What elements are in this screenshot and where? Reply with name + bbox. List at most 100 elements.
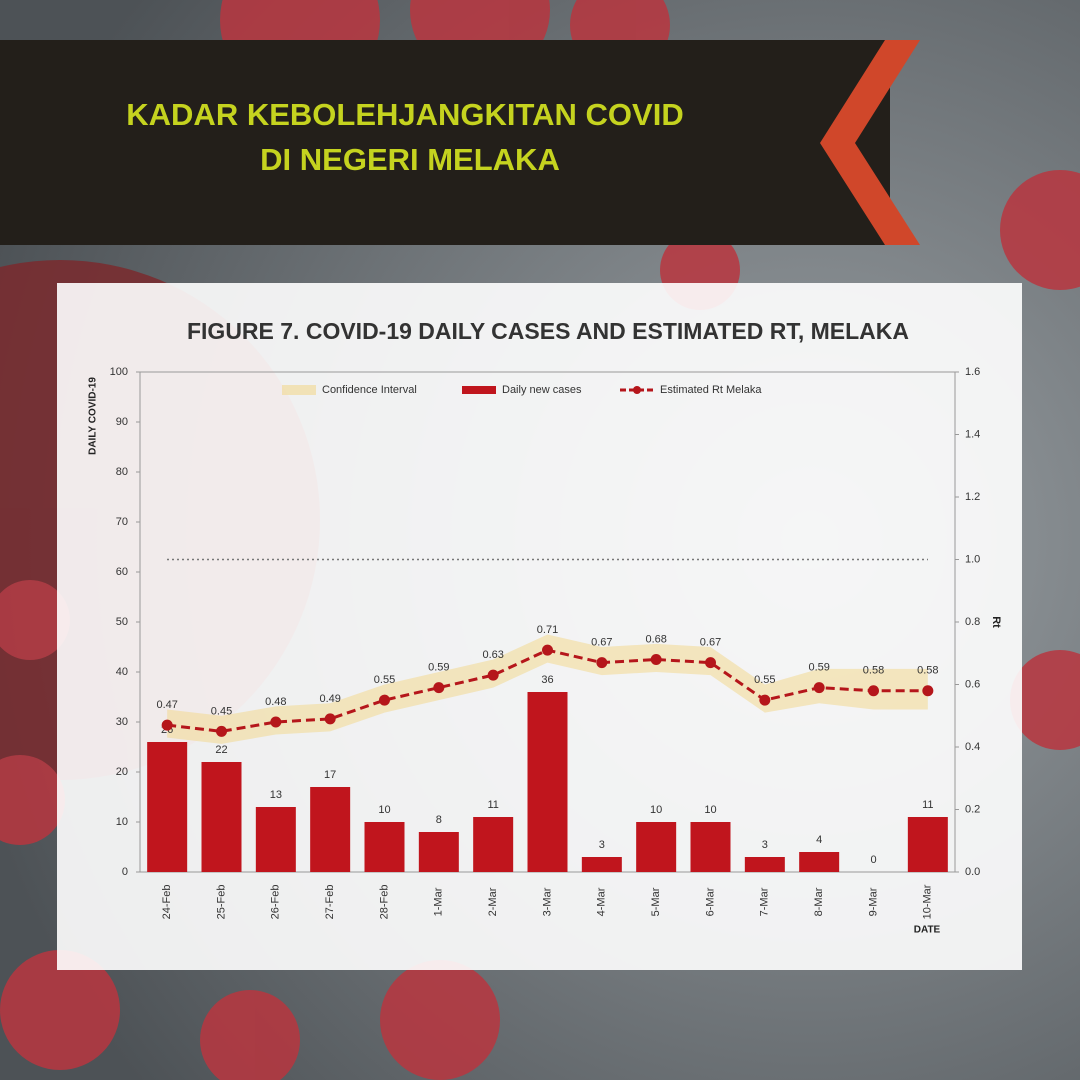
rt-marker — [270, 716, 282, 728]
rt-value-label: 0.71 — [537, 624, 558, 636]
legend-label: Confidence Interval — [322, 384, 417, 396]
rt-marker — [868, 685, 879, 697]
rt-value-label: 0.58 — [917, 665, 938, 677]
header-band — [0, 40, 890, 245]
y2-tick-label: 0.2 — [965, 803, 980, 815]
y-tick-label: 70 — [116, 516, 128, 528]
rt-value-label: 0.58 — [863, 665, 884, 677]
rt-marker — [487, 669, 499, 681]
x-tick-label: 26-Feb — [270, 885, 282, 920]
bar — [255, 807, 296, 872]
rt-value-label: 0.49 — [319, 693, 340, 705]
y-tick-label: 90 — [116, 416, 128, 428]
legend-swatch — [462, 386, 496, 394]
y2-tick-label: 1.4 — [965, 428, 980, 440]
bar-value-label: 10 — [650, 804, 662, 816]
y-tick-label: 60 — [116, 566, 128, 578]
bar-value-label: 36 — [541, 674, 553, 686]
rt-marker — [161, 719, 173, 731]
rt-value-label: 0.47 — [156, 699, 177, 711]
rt-value-label: 0.67 — [700, 637, 721, 649]
rt-marker — [379, 694, 390, 706]
bar-value-label: 0 — [870, 854, 876, 866]
x-tick-label: 5-Mar — [650, 887, 662, 916]
y-tick-label: 10 — [116, 816, 128, 828]
bar-value-label: 3 — [762, 839, 768, 851]
bar-value-label: 17 — [324, 769, 336, 781]
header-title: DI NEGERI MELAKA — [260, 142, 560, 177]
y-tick-label: 100 — [110, 366, 128, 378]
bar-value-label: 10 — [378, 804, 390, 816]
x-tick-label: 10-Mar — [922, 884, 934, 919]
rt-value-label: 0.45 — [211, 705, 232, 717]
x-tick-label: 27-Feb — [324, 885, 336, 920]
y-tick-label: 0 — [122, 866, 128, 878]
bar — [473, 817, 514, 872]
header-title: KADAR KEBOLEHJANGKITAN COVID — [126, 97, 683, 132]
bar — [581, 857, 622, 872]
y2-axis-label: Rt — [990, 616, 1002, 628]
bar — [418, 832, 459, 872]
y-tick-label: 80 — [116, 466, 128, 478]
x-axis-label: DATE — [914, 925, 941, 936]
x-tick-label: 28-Feb — [378, 885, 390, 920]
y-axis-label: DAILY COVID-19 — [88, 377, 99, 455]
bar-value-label: 8 — [436, 814, 442, 826]
y-tick-label: 50 — [116, 616, 128, 628]
bar — [147, 742, 188, 872]
x-tick-label: 25-Feb — [215, 885, 227, 920]
x-tick-label: 4-Mar — [596, 887, 608, 916]
y-tick-label: 20 — [116, 766, 128, 778]
bar-value-label: 4 — [816, 834, 822, 846]
bar-value-label: 22 — [215, 744, 227, 756]
bar — [310, 787, 351, 872]
y2-tick-label: 1.2 — [965, 491, 980, 503]
rt-marker — [324, 713, 336, 725]
rt-value-label: 0.67 — [591, 637, 612, 649]
bar — [636, 822, 677, 872]
header-chevron — [820, 40, 920, 245]
rt-marker — [596, 657, 608, 669]
rt-marker — [759, 694, 771, 706]
x-tick-label: 7-Mar — [759, 887, 771, 916]
x-tick-label: 2-Mar — [487, 887, 499, 916]
y-tick-label: 40 — [116, 666, 128, 678]
rt-marker — [433, 682, 445, 694]
x-tick-label: 24-Feb — [161, 885, 173, 920]
rt-marker — [542, 644, 553, 656]
y2-tick-label: 0.0 — [965, 866, 980, 878]
bar-value-label: 13 — [270, 789, 282, 801]
y2-tick-label: 0.6 — [965, 678, 980, 690]
legend-swatch — [633, 386, 641, 394]
rt-value-label: 0.59 — [808, 662, 829, 674]
bar-value-label: 11 — [487, 799, 498, 811]
y2-tick-label: 0.8 — [965, 616, 980, 628]
rt-value-label: 0.63 — [482, 649, 503, 661]
rt-value-label: 0.55 — [754, 674, 775, 686]
bar — [527, 692, 568, 872]
bar-value-label: 11 — [922, 799, 933, 811]
x-tick-label: 8-Mar — [813, 887, 825, 916]
x-tick-label: 3-Mar — [541, 887, 553, 916]
bar — [690, 822, 731, 872]
bar — [907, 817, 948, 872]
x-tick-label: 9-Mar — [867, 887, 879, 916]
bar-value-label: 3 — [599, 839, 605, 851]
rt-value-label: 0.59 — [428, 662, 449, 674]
rt-marker — [216, 725, 227, 737]
y2-tick-label: 0.4 — [965, 741, 980, 753]
rt-value-label: 0.68 — [645, 633, 666, 645]
bar — [744, 857, 785, 872]
y2-tick-label: 1.0 — [965, 553, 980, 565]
x-tick-label: 6-Mar — [704, 887, 716, 916]
chart-title: FIGURE 7. COVID-19 DAILY CASES AND ESTIM… — [187, 318, 909, 344]
rt-value-label: 0.48 — [265, 696, 286, 708]
bar-value-label: 10 — [704, 804, 716, 816]
y2-tick-label: 1.6 — [965, 366, 980, 378]
legend-label: Daily new cases — [502, 384, 582, 396]
x-tick-label: 1-Mar — [433, 887, 445, 916]
rt-marker — [922, 685, 934, 697]
bar — [201, 762, 242, 872]
